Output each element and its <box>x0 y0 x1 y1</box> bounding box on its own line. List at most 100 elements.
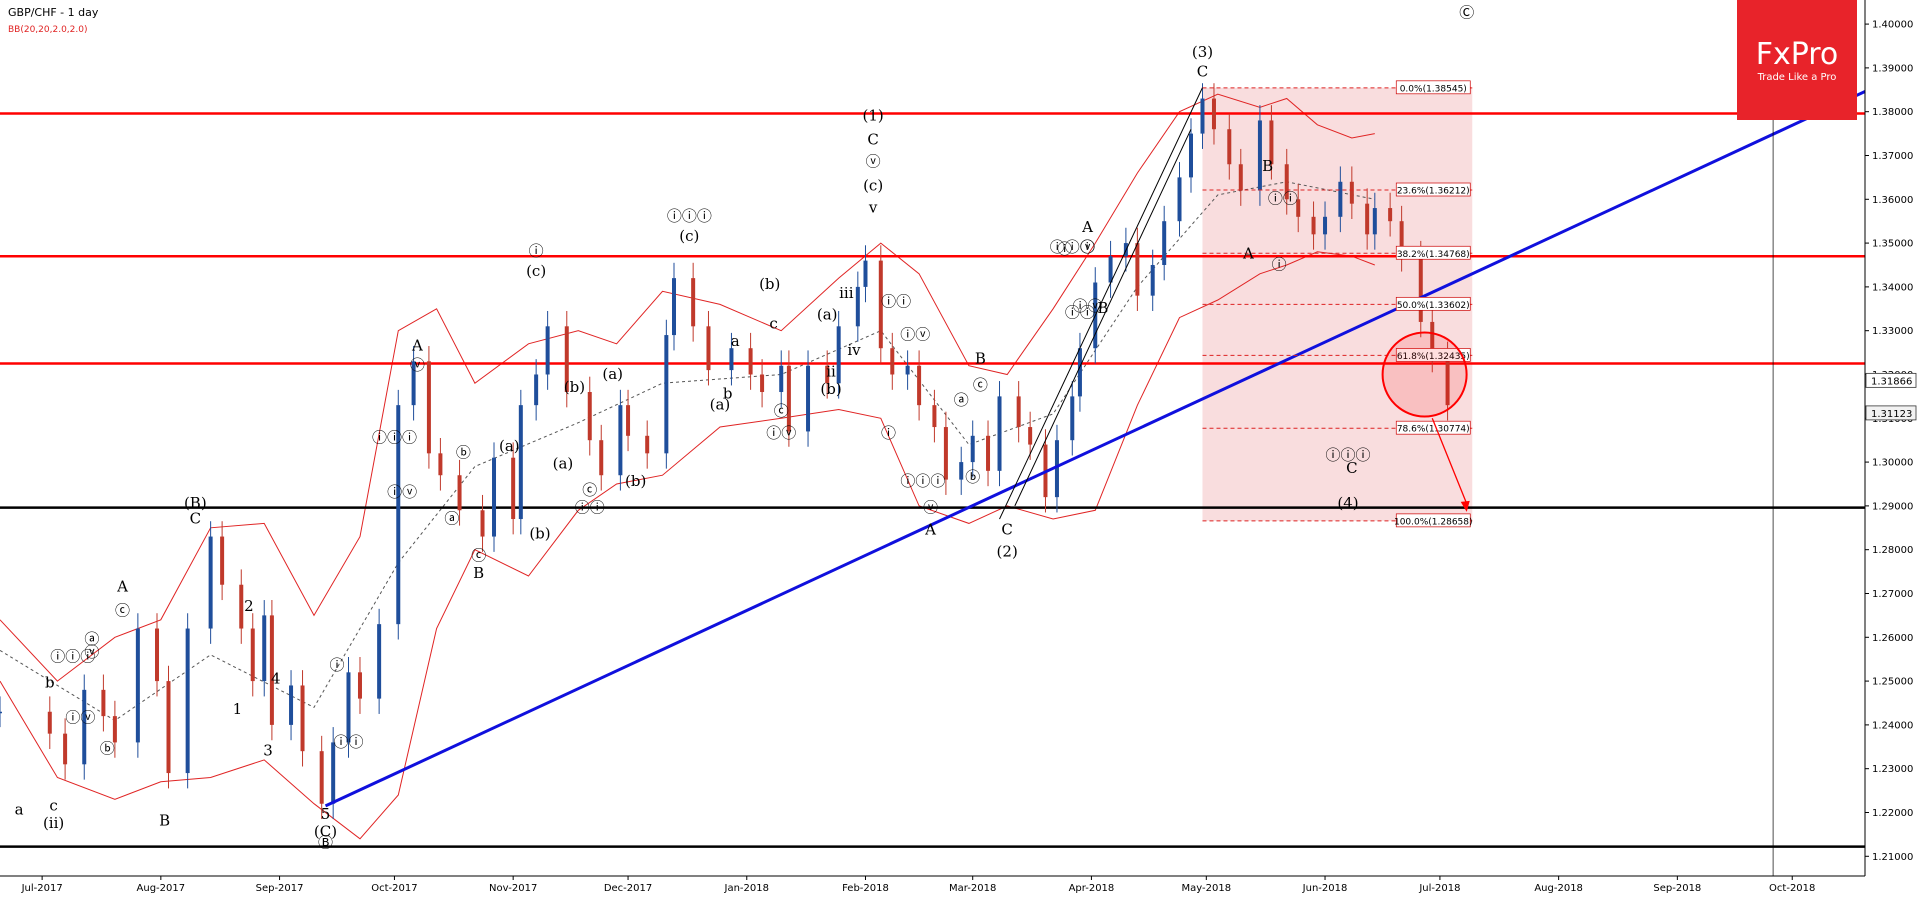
annotations <box>1381 331 1470 512</box>
candle-body <box>564 326 569 393</box>
wave-label: ⓒ <box>774 402 789 420</box>
wave-label: (b) <box>529 525 550 543</box>
candle-body <box>932 405 937 428</box>
wave-label: 2 <box>244 597 254 615</box>
candle-body <box>1227 129 1232 165</box>
blue-trendline <box>324 90 1866 808</box>
wave-label: ⓥ <box>84 643 99 661</box>
candle-body <box>1054 440 1059 498</box>
price-marker-box <box>1865 405 1917 421</box>
wave-label: (c) <box>679 227 699 245</box>
projection-arrowhead <box>1460 500 1470 512</box>
wave-label: iv <box>847 341 861 359</box>
wave-label: ⓑ <box>965 468 980 486</box>
wave-label: a <box>731 332 740 350</box>
price-marker-box <box>1865 372 1917 388</box>
candle-body <box>786 365 791 432</box>
wave-label: B <box>1262 157 1273 175</box>
candle-body <box>534 374 539 406</box>
y-tick-label: 1.28000 <box>1872 545 1913 556</box>
wave-label: ⓒ <box>115 601 130 619</box>
x-tick-label: Aug-2018 <box>1534 883 1583 894</box>
bollinger-lower <box>0 251 1375 840</box>
candle-body <box>357 672 362 699</box>
candle-body <box>1162 221 1167 265</box>
wave-label: b <box>45 674 55 692</box>
wave-label: ii <box>826 363 836 381</box>
wave-label: C <box>1197 63 1208 81</box>
candle-body <box>855 286 860 327</box>
wave-label: ⓒ <box>582 481 597 499</box>
y-tick-label: 1.23000 <box>1872 764 1913 775</box>
wave-label: A <box>924 520 936 538</box>
x-tick-label: Sep-2017 <box>256 883 304 894</box>
wave-label: (b) <box>820 380 841 398</box>
wave-label: (b) <box>625 472 646 490</box>
y-tick-label: 1.36000 <box>1872 195 1913 206</box>
candle-body <box>959 462 964 480</box>
wave-label: ⓘ <box>1272 255 1287 273</box>
candle-body <box>878 260 883 349</box>
wave-label: (c) <box>863 177 883 195</box>
x-tick-label: Jan-2018 <box>724 883 769 894</box>
candle-body <box>1388 208 1393 222</box>
candle-body <box>511 457 516 520</box>
candle-body <box>672 278 677 336</box>
candle-body <box>82 689 87 765</box>
candle-body <box>492 457 497 537</box>
wave-label: ⓘⓘⓘ <box>372 428 417 446</box>
candle-body <box>1399 221 1404 257</box>
logo-name: FxPro <box>1756 37 1839 72</box>
candle-body <box>166 681 171 774</box>
wave-labels: a c(ii)bⓘⓘⓘⓥⓐⓘⓥⓑⓒAB(B)C24135(C)ⒷⓘⓘⓘⓘⓘⓘⓘⓥA… <box>15 4 1475 852</box>
wave-label: (4) <box>1337 494 1358 512</box>
candle-body <box>729 348 734 371</box>
wave-label: ⓘⓘⓘ <box>1326 446 1371 464</box>
candle-body <box>155 628 160 682</box>
wave-label: (2) <box>997 542 1018 560</box>
wave-label: B <box>473 564 484 582</box>
candle-body <box>1016 396 1021 428</box>
fxpro-logo[interactable]: FxPro Trade Like a Pro <box>1737 0 1857 120</box>
candle-body <box>426 361 431 454</box>
wave-label: A <box>411 336 423 354</box>
candle-body <box>518 405 523 520</box>
candle-body <box>1311 216 1316 235</box>
y-tick-label: 1.37000 <box>1872 151 1913 162</box>
wave-label: (a) <box>499 437 520 455</box>
wave-label: (ii) <box>43 814 64 832</box>
candle-body <box>411 361 416 406</box>
fib-level-label: 78.6%(1.30774) <box>1397 425 1470 435</box>
wave-label: C <box>867 131 878 149</box>
wave-label: ⓘ <box>329 656 344 674</box>
wave-label: ⓘⓘ <box>575 498 605 516</box>
candle-body <box>185 628 190 774</box>
x-tick-label: Aug-2017 <box>137 883 186 894</box>
candle-body <box>300 685 305 752</box>
trendline-group[interactable] <box>324 87 1866 808</box>
y-tick-label: 1.22000 <box>1872 808 1913 819</box>
y-tick-label: 1.27000 <box>1872 589 1913 600</box>
candle-body <box>1365 203 1370 235</box>
y-tick-label: 1.34000 <box>1872 282 1913 293</box>
indicator-label: BB(20,20,2.0,2.0) <box>8 25 87 35</box>
x-tick-label: Sep-2018 <box>1653 883 1701 894</box>
candle-body <box>970 435 975 463</box>
candle-body <box>618 405 623 476</box>
y-tick-label: 1.35000 <box>1872 239 1913 250</box>
fibonacci-levels[interactable]: 0.0%(1.38545) 23.6%(1.36212) 38.2%(1.34768… <box>1202 80 1473 528</box>
wave-label: ⓥ <box>923 498 938 516</box>
price-marker-label: 1.31123 <box>1871 409 1912 420</box>
wave-label: ⓘⓥ <box>65 709 95 727</box>
wave-label: 3 <box>263 742 273 760</box>
x-tick-label: Mar-2018 <box>949 883 996 894</box>
support-resistance-lines[interactable] <box>0 112 1865 848</box>
candle-body <box>112 716 117 743</box>
wave-label: B <box>975 350 986 368</box>
wave-label: C <box>1001 520 1012 538</box>
wave-label: B <box>159 812 170 830</box>
wave-label: ⓥ <box>410 356 425 374</box>
